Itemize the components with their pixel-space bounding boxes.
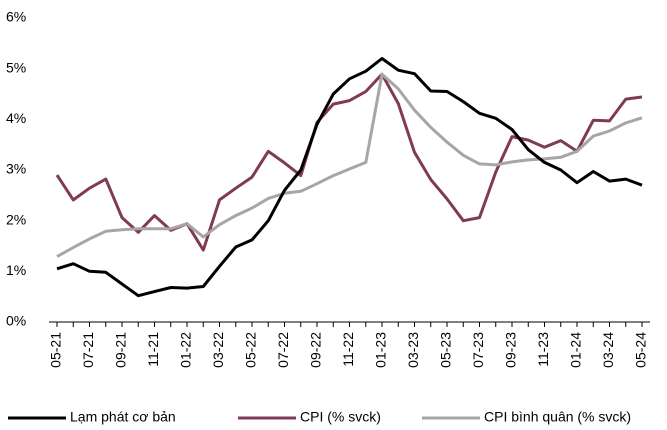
x-tick-label: 05-24 xyxy=(633,332,649,368)
x-tick-label: 01-22 xyxy=(178,332,194,368)
legend-label: CPI bình quân (% svck) xyxy=(484,409,631,425)
x-tick-label: 11-21 xyxy=(145,332,161,367)
x-tick-label: 01-24 xyxy=(568,332,584,368)
x-tick-label: 03-24 xyxy=(600,332,616,368)
x-tick-label: 05-21 xyxy=(48,332,64,368)
series-line xyxy=(56,72,643,258)
legend-label: CPI (% svck) xyxy=(300,409,381,425)
x-tick-label: 09-21 xyxy=(113,332,129,368)
x-tick-label: 01-23 xyxy=(373,332,389,368)
y-tick-label: 0% xyxy=(6,313,26,329)
series-line xyxy=(56,57,643,298)
y-tick-label: 5% xyxy=(6,59,26,75)
x-tick-label: 03-22 xyxy=(210,332,226,368)
x-tick-label: 07-22 xyxy=(275,332,291,368)
x-tick-label: 05-22 xyxy=(243,332,259,368)
x-tick-label: 03-23 xyxy=(405,332,421,368)
y-tick-label: 2% xyxy=(6,211,26,227)
x-tick-label: 11-23 xyxy=(535,332,551,367)
y-tick-label: 6% xyxy=(6,9,26,25)
y-tick-label: 1% xyxy=(6,262,26,278)
x-tick-label: 11-22 xyxy=(340,332,356,367)
x-tick-label: 09-23 xyxy=(503,332,519,368)
x-tick-label: 07-23 xyxy=(470,332,486,368)
x-tick-label: 07-21 xyxy=(80,332,96,368)
x-tick-label: 09-22 xyxy=(308,332,324,368)
series-line xyxy=(55,72,643,252)
x-tick-label: 05-23 xyxy=(438,332,454,368)
legend-label: Lạm phát cơ bản xyxy=(70,409,176,425)
y-tick-label: 4% xyxy=(6,110,26,126)
y-tick-label: 3% xyxy=(6,161,26,177)
